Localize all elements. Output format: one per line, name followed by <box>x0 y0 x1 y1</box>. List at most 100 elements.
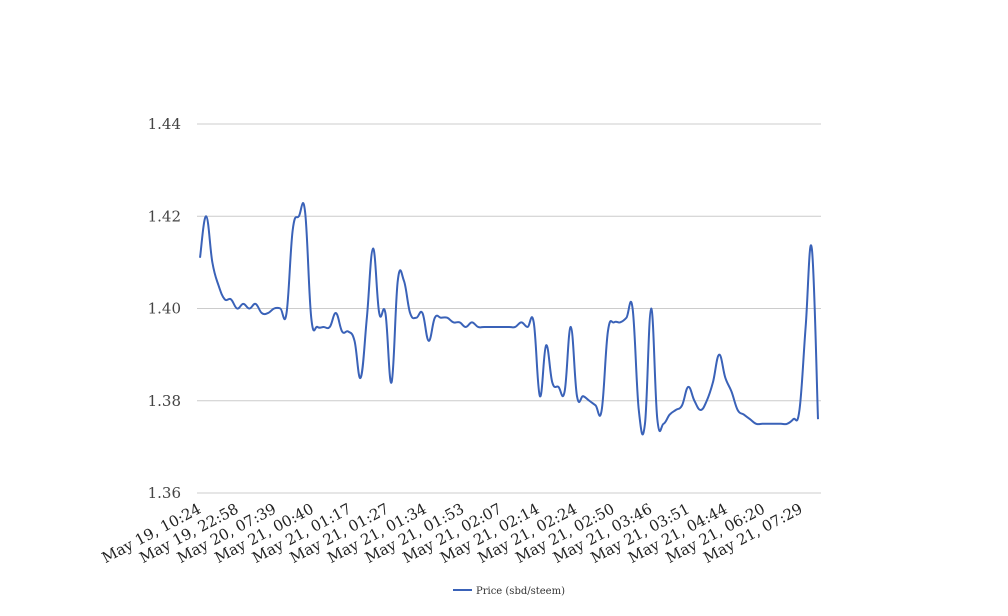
data-point[interactable] <box>254 302 258 306</box>
data-point[interactable] <box>458 320 462 324</box>
data-point[interactable] <box>773 422 777 426</box>
data-point[interactable] <box>507 325 511 329</box>
data-point[interactable] <box>439 316 443 320</box>
data-point[interactable] <box>810 247 814 251</box>
data-point[interactable] <box>532 320 536 324</box>
data-point[interactable] <box>235 307 239 311</box>
data-point[interactable] <box>742 413 746 417</box>
data-point[interactable] <box>291 228 295 232</box>
data-point[interactable] <box>309 316 313 320</box>
data-point[interactable] <box>495 325 499 329</box>
data-point[interactable] <box>556 385 560 389</box>
data-point[interactable] <box>606 330 610 334</box>
data-point[interactable] <box>260 311 264 315</box>
data-point[interactable] <box>359 376 363 380</box>
data-point[interactable] <box>643 422 647 426</box>
data-point[interactable] <box>791 417 795 421</box>
data-point[interactable] <box>328 325 332 329</box>
data-point[interactable] <box>488 325 492 329</box>
data-point[interactable] <box>797 408 801 412</box>
data-point[interactable] <box>680 403 684 407</box>
data-point[interactable] <box>779 422 783 426</box>
data-point[interactable] <box>420 311 424 315</box>
data-point[interactable] <box>550 380 554 384</box>
data-point[interactable] <box>427 339 431 343</box>
data-point[interactable] <box>383 311 387 315</box>
data-point[interactable] <box>785 422 789 426</box>
data-point[interactable] <box>804 325 808 329</box>
data-point[interactable] <box>655 417 659 421</box>
data-point[interactable] <box>649 307 653 311</box>
data-point[interactable] <box>476 325 480 329</box>
data-point[interactable] <box>482 325 486 329</box>
data-point[interactable] <box>618 320 622 324</box>
data-point[interactable] <box>297 214 301 218</box>
data-point[interactable] <box>544 343 548 347</box>
data-point[interactable] <box>631 307 635 311</box>
series-line-price[interactable] <box>199 202 819 436</box>
data-point[interactable] <box>637 408 641 412</box>
data-point[interactable] <box>692 399 696 403</box>
data-point[interactable] <box>346 330 350 334</box>
data-point[interactable] <box>371 247 375 251</box>
data-point[interactable] <box>686 385 690 389</box>
data-point[interactable] <box>198 256 202 260</box>
data-point[interactable] <box>451 320 455 324</box>
data-point[interactable] <box>402 279 406 283</box>
data-point[interactable] <box>600 408 604 412</box>
data-point[interactable] <box>754 422 758 426</box>
data-point[interactable] <box>760 422 764 426</box>
data-point[interactable] <box>365 316 369 320</box>
data-point[interactable] <box>674 408 678 412</box>
data-point[interactable] <box>717 353 721 357</box>
data-point[interactable] <box>624 316 628 320</box>
data-point[interactable] <box>241 302 245 306</box>
data-point[interactable] <box>705 399 709 403</box>
data-point[interactable] <box>470 320 474 324</box>
data-point[interactable] <box>408 311 412 315</box>
data-point[interactable] <box>538 394 542 398</box>
data-point[interactable] <box>223 297 227 301</box>
data-point[interactable] <box>285 311 289 315</box>
data-point[interactable] <box>816 417 820 421</box>
data-point[interactable] <box>581 394 585 398</box>
data-point[interactable] <box>217 283 221 287</box>
data-point[interactable] <box>278 307 282 311</box>
data-point[interactable] <box>587 399 591 403</box>
data-point[interactable] <box>668 413 672 417</box>
data-point[interactable] <box>563 390 567 394</box>
legend[interactable]: Price (sbd/steem) <box>453 586 565 597</box>
data-point[interactable] <box>612 320 616 324</box>
data-point[interactable] <box>513 325 517 329</box>
data-point[interactable] <box>594 403 598 407</box>
data-point[interactable] <box>204 214 208 218</box>
data-point[interactable] <box>526 325 530 329</box>
data-point[interactable] <box>247 307 251 311</box>
data-point[interactable] <box>414 316 418 320</box>
data-point[interactable] <box>396 279 400 283</box>
data-point[interactable] <box>519 320 523 324</box>
data-point[interactable] <box>662 422 666 426</box>
data-point[interactable] <box>353 339 357 343</box>
data-point[interactable] <box>272 307 276 311</box>
data-point[interactable] <box>445 316 449 320</box>
data-point[interactable] <box>711 380 715 384</box>
data-point[interactable] <box>569 325 573 329</box>
data-point[interactable] <box>303 210 307 214</box>
data-point[interactable] <box>723 376 727 380</box>
data-point[interactable] <box>334 311 338 315</box>
data-point[interactable] <box>767 422 771 426</box>
data-point[interactable] <box>433 316 437 320</box>
data-point[interactable] <box>322 325 326 329</box>
data-point[interactable] <box>315 325 319 329</box>
data-point[interactable] <box>501 325 505 329</box>
data-point[interactable] <box>729 390 733 394</box>
data-point[interactable] <box>266 311 270 315</box>
data-point[interactable] <box>390 380 394 384</box>
data-point[interactable] <box>464 325 468 329</box>
data-point[interactable] <box>377 311 381 315</box>
data-point[interactable] <box>699 408 703 412</box>
data-point[interactable] <box>736 408 740 412</box>
data-point[interactable] <box>340 330 344 334</box>
data-point[interactable] <box>229 297 233 301</box>
